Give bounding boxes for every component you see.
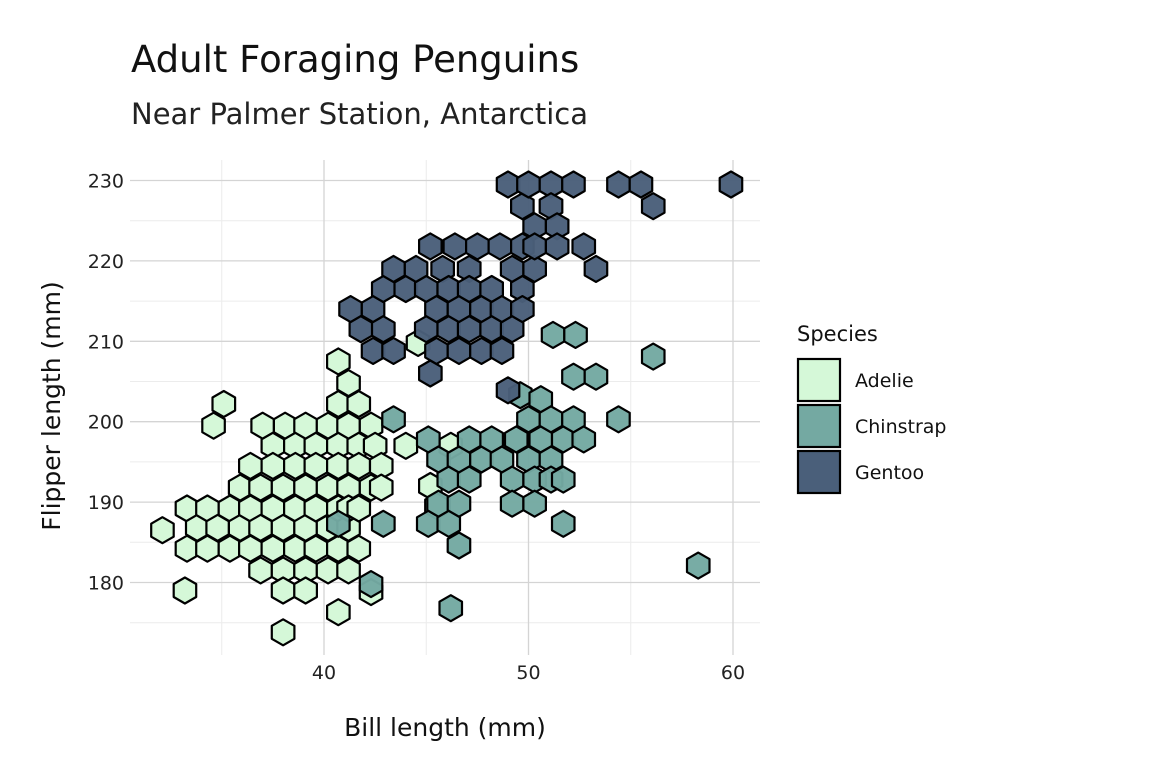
y-tick-label: 210 — [88, 331, 124, 353]
hex-bin-gentoo — [522, 232, 548, 261]
legend-label-gentoo: Gentoo — [855, 462, 924, 484]
hex-bin-gentoo — [628, 170, 654, 199]
hex-bin-chinstrap — [563, 320, 588, 349]
y-tick-label: 190 — [88, 492, 124, 514]
hexbin-layer — [150, 170, 744, 647]
hex-bin-adelie — [393, 431, 419, 460]
hex-bin-chinstrap — [606, 405, 631, 434]
hex-bin-gentoo — [381, 336, 406, 365]
hex-bin-chinstrap — [370, 509, 396, 538]
hex-bin-gentoo — [370, 315, 396, 344]
hex-bin-gentoo — [583, 254, 609, 283]
chart-title: Adult Foraging Penguins — [131, 38, 580, 81]
hex-bin-gentoo — [489, 336, 515, 365]
hex-bin-adelie — [346, 534, 372, 563]
hex-bin-adelie — [368, 473, 394, 502]
hex-bin-gentoo — [718, 170, 744, 199]
hex-bin-gentoo — [561, 170, 586, 199]
hex-bin-gentoo — [516, 170, 541, 199]
hex-bin-chinstrap — [561, 362, 586, 391]
hex-bin-gentoo — [510, 295, 535, 324]
hex-bin-adelie — [248, 473, 273, 502]
hex-bin-gentoo — [606, 170, 631, 199]
hex-bin-gentoo — [442, 232, 468, 261]
hex-bin-gentoo — [495, 376, 521, 405]
hex-bin-gentoo — [522, 254, 548, 283]
y-tick-labels: 180 190 200 210 220 230 — [88, 171, 124, 595]
hex-bin-chinstrap — [550, 509, 576, 538]
hex-bin-chinstrap — [358, 569, 384, 599]
hex-bin-adelie — [326, 598, 351, 627]
hex-bin-chinstrap — [381, 405, 406, 434]
hex-bin-adelie — [172, 576, 198, 605]
legend: Species Adelie Chinstrap Gentoo — [796, 322, 947, 495]
hex-bin-chinstrap — [438, 594, 464, 623]
y-axis-title: Flipper length (mm) — [37, 281, 66, 530]
hex-bin-chinstrap — [583, 362, 609, 391]
hex-bin-gentoo — [418, 359, 443, 388]
hex-bin-chinstrap — [326, 509, 351, 538]
hex-bin-adelie — [270, 618, 296, 647]
hex-bin-chinstrap — [499, 489, 525, 518]
hex-bin-gentoo — [510, 192, 535, 221]
hex-bin-chinstrap — [550, 465, 576, 494]
hex-bin-gentoo — [424, 336, 449, 365]
hex-bin-chinstrap — [540, 320, 566, 349]
hex-bin-gentoo — [640, 192, 666, 221]
legend-swatch-gentoo — [796, 449, 842, 495]
hex-bin-adelie — [150, 516, 175, 545]
y-tick-label: 200 — [88, 412, 124, 434]
hex-bin-chinstrap — [499, 465, 525, 494]
hex-bin-adelie — [201, 411, 226, 440]
hex-bin-gentoo — [495, 170, 521, 199]
y-tick-label: 180 — [88, 573, 124, 595]
hex-bin-chinstrap — [522, 489, 548, 518]
x-axis-title: Bill length (mm) — [344, 713, 546, 742]
legend-swatch-chinstrap — [796, 403, 842, 449]
hex-bin-adelie — [270, 473, 296, 502]
hex-bin-adelie — [293, 576, 318, 605]
hex-bin-adelie — [346, 451, 372, 480]
hex-bin-adelie — [336, 556, 361, 585]
x-tick-label: 50 — [516, 662, 540, 684]
hex-bin-adelie — [248, 556, 273, 585]
hex-bin-gentoo — [487, 232, 513, 261]
hex-bin-chinstrap — [446, 489, 472, 518]
x-tick-labels: 40 50 60 — [312, 662, 745, 684]
hex-bin-adelie — [326, 347, 351, 376]
hex-bin-adelie — [303, 451, 329, 480]
legend-label-chinstrap: Chinstrap — [855, 416, 947, 438]
hex-bin-chinstrap — [640, 342, 666, 371]
legend-title: Species — [797, 322, 878, 346]
y-tick-label: 230 — [88, 171, 124, 193]
hex-bin-adelie — [346, 494, 372, 523]
hex-bin-gentoo — [418, 232, 443, 261]
hex-bin-chinstrap — [571, 425, 597, 454]
hex-bin-adelie — [303, 534, 329, 563]
chart-subtitle: Near Palmer Station, Antarctica — [131, 97, 588, 131]
hex-bin-adelie — [270, 576, 296, 605]
hex-bin-adelie — [346, 389, 372, 419]
hex-bin-chinstrap — [685, 551, 711, 580]
x-tick-label: 60 — [721, 662, 745, 684]
hex-bin-chinstrap — [446, 531, 472, 560]
legend-label-adelie: Adelie — [855, 370, 914, 392]
x-tick-label: 40 — [312, 662, 336, 684]
hex-bin-adelie — [211, 389, 237, 419]
hex-bin-gentoo — [544, 232, 570, 261]
legend-swatch-adelie — [796, 357, 842, 403]
hex-bin-gentoo — [465, 232, 490, 261]
hex-bin-gentoo — [571, 232, 597, 261]
y-tick-label: 220 — [88, 251, 124, 273]
